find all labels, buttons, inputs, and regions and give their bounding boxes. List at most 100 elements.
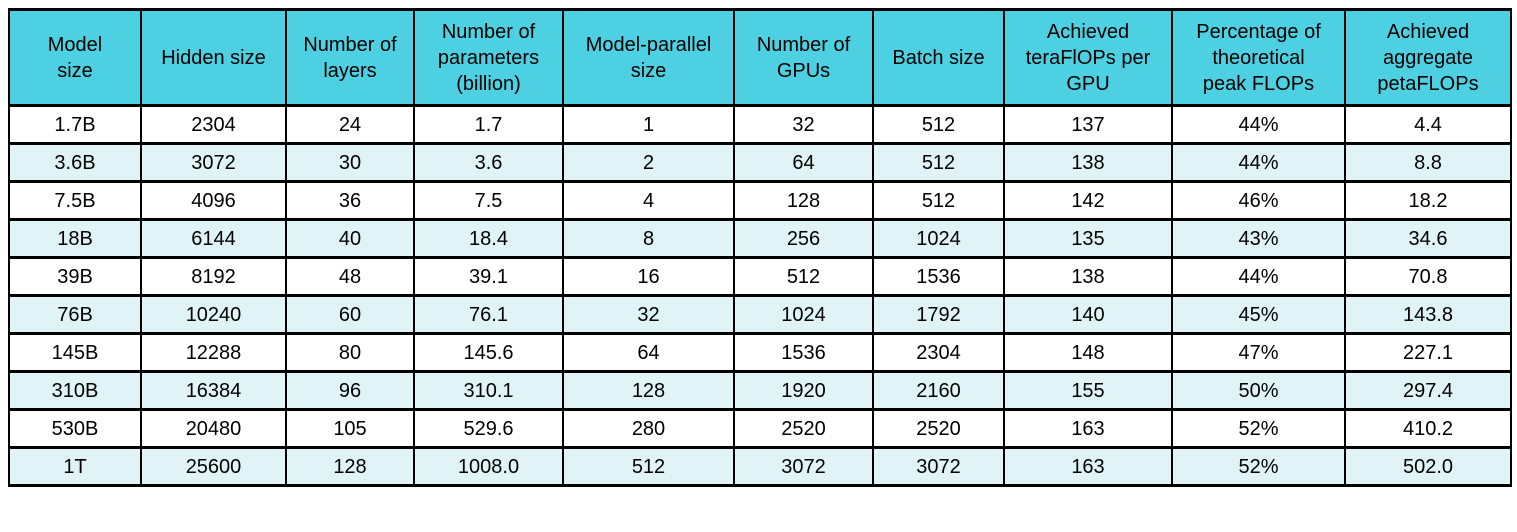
table-cell: 2 xyxy=(562,142,735,183)
table-cell: 297.4 xyxy=(1344,370,1512,411)
table-row: 1T 25600 128 1008.0 512 3072 3072 163 52% 502.0 xyxy=(8,446,1512,487)
table-cell: 96 xyxy=(285,370,415,411)
table-cell: 40 xyxy=(285,218,415,259)
table-cell: 18.4 xyxy=(413,218,564,259)
table-cell: 16384 xyxy=(140,370,287,411)
table-cell: 310B xyxy=(8,370,142,411)
table-cell: 3.6 xyxy=(413,142,564,183)
table-cell: 24 xyxy=(285,104,415,145)
column-header: Hidden size xyxy=(140,8,287,107)
column-header: Achieved teraFlOPs per GPU xyxy=(1003,8,1173,107)
table-cell: 44% xyxy=(1171,256,1346,297)
table-cell: 502.0 xyxy=(1344,446,1512,487)
table-cell: 143.8 xyxy=(1344,294,1512,335)
table-cell: 8 xyxy=(562,218,735,259)
table-cell: 2304 xyxy=(140,104,287,145)
table-cell: 145.6 xyxy=(413,332,564,373)
table-cell: 43% xyxy=(1171,218,1346,259)
table-cell: 256 xyxy=(733,218,874,259)
table-cell: 163 xyxy=(1003,446,1173,487)
table-cell: 6144 xyxy=(140,218,287,259)
column-header: Percentage of theoretical peak FLOPs xyxy=(1171,8,1346,107)
table-cell: 7.5 xyxy=(413,180,564,221)
table-cell: 1536 xyxy=(872,256,1005,297)
table-cell: 135 xyxy=(1003,218,1173,259)
table-cell: 25600 xyxy=(140,446,287,487)
table-cell: 4.4 xyxy=(1344,104,1512,145)
table-cell: 8192 xyxy=(140,256,287,297)
table-cell: 227.1 xyxy=(1344,332,1512,373)
table-cell: 138 xyxy=(1003,142,1173,183)
table-cell: 1008.0 xyxy=(413,446,564,487)
table-cell: 163 xyxy=(1003,408,1173,449)
table-cell: 137 xyxy=(1003,104,1173,145)
table-cell: 16 xyxy=(562,256,735,297)
table-cell: 76.1 xyxy=(413,294,564,335)
table-cell: 18.2 xyxy=(1344,180,1512,221)
table-cell: 1536 xyxy=(733,332,874,373)
column-header: Model size xyxy=(8,8,142,107)
table-cell: 1920 xyxy=(733,370,874,411)
table-cell: 52% xyxy=(1171,446,1346,487)
table-cell: 18B xyxy=(8,218,142,259)
table-cell: 64 xyxy=(733,142,874,183)
table-row: 1.7B 2304 24 1.7 1 32 512 137 44% 4.4 xyxy=(8,104,1512,145)
table-cell: 10240 xyxy=(140,294,287,335)
table-cell: 70.8 xyxy=(1344,256,1512,297)
table-row: 18B 6144 40 18.4 8 256 1024 135 43% 34.6 xyxy=(8,218,1512,259)
table-cell: 310.1 xyxy=(413,370,564,411)
table-cell: 2304 xyxy=(872,332,1005,373)
table-cell: 3072 xyxy=(733,446,874,487)
table-cell: 39B xyxy=(8,256,142,297)
table-cell: 50% xyxy=(1171,370,1346,411)
table-cell: 39.1 xyxy=(413,256,564,297)
table-cell: 138 xyxy=(1003,256,1173,297)
table-cell: 145B xyxy=(8,332,142,373)
table-cell: 410.2 xyxy=(1344,408,1512,449)
table-cell: 80 xyxy=(285,332,415,373)
table-cell: 128 xyxy=(562,370,735,411)
table-cell: 512 xyxy=(872,142,1005,183)
header-row: Model size Hidden size Number of layers Num… xyxy=(8,8,1512,107)
table-cell: 45% xyxy=(1171,294,1346,335)
table-cell: 52% xyxy=(1171,408,1346,449)
table-row: 145B 12288 80 145.6 64 1536 2304 148 47% 227.1 xyxy=(8,332,1512,373)
table-cell: 12288 xyxy=(140,332,287,373)
table-row: 7.5B 4096 36 7.5 4 128 512 142 46% 18.2 xyxy=(8,180,1512,221)
table-cell: 7.5B xyxy=(8,180,142,221)
column-header: Achieved aggregate petaFLOPs xyxy=(1344,8,1512,107)
table-cell: 34.6 xyxy=(1344,218,1512,259)
table-row: 76B 10240 60 76.1 32 1024 1792 140 45% 143.8 xyxy=(8,294,1512,335)
table-cell: 2520 xyxy=(872,408,1005,449)
table-cell: 2160 xyxy=(872,370,1005,411)
table-cell: 1024 xyxy=(872,218,1005,259)
table-cell: 32 xyxy=(733,104,874,145)
table-row: 39B 8192 48 39.1 16 512 1536 138 44% 70.8 xyxy=(8,256,1512,297)
table-cell: 529.6 xyxy=(413,408,564,449)
table-cell: 1.7 xyxy=(413,104,564,145)
table-cell: 512 xyxy=(733,256,874,297)
table-row: 310B 16384 96 310.1 128 1920 2160 155 50% 297.4 xyxy=(8,370,1512,411)
table-cell: 512 xyxy=(872,180,1005,221)
table-cell: 20480 xyxy=(140,408,287,449)
table-cell: 128 xyxy=(285,446,415,487)
table-cell: 3.6B xyxy=(8,142,142,183)
model-scaling-table: Model size Hidden size Number of layers Num… xyxy=(8,8,1512,487)
table-cell: 2520 xyxy=(733,408,874,449)
table-cell: 47% xyxy=(1171,332,1346,373)
table-cell: 8.8 xyxy=(1344,142,1512,183)
table-cell: 1T xyxy=(8,446,142,487)
table-cell: 512 xyxy=(872,104,1005,145)
table-cell: 44% xyxy=(1171,104,1346,145)
table-cell: 1792 xyxy=(872,294,1005,335)
column-header: Number of parameters (billion) xyxy=(413,8,564,107)
table-cell: 142 xyxy=(1003,180,1173,221)
table-cell: 148 xyxy=(1003,332,1173,373)
table-cell: 512 xyxy=(562,446,735,487)
table-cell: 3072 xyxy=(872,446,1005,487)
table-cell: 530B xyxy=(8,408,142,449)
table-cell: 46% xyxy=(1171,180,1346,221)
table-cell: 30 xyxy=(285,142,415,183)
table-cell: 76B xyxy=(8,294,142,335)
